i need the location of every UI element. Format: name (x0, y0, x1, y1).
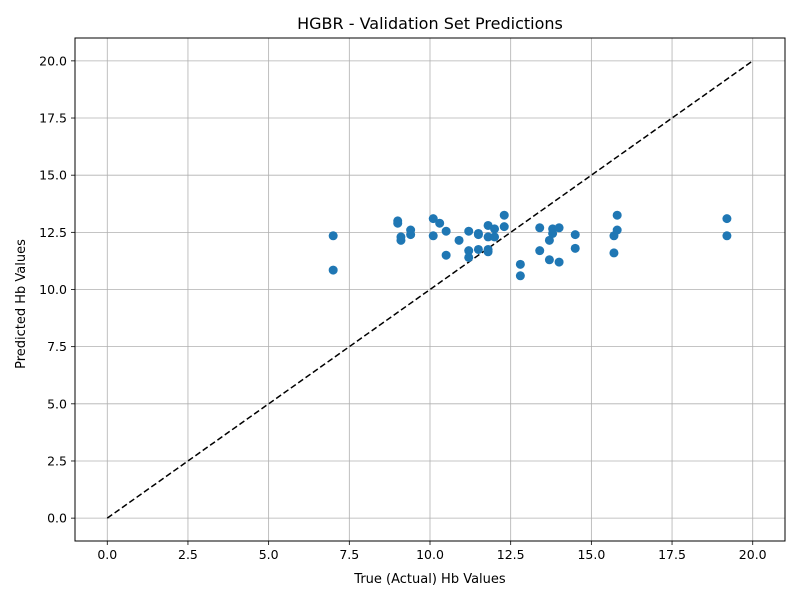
data-point-38 (570, 230, 580, 240)
x-tick-label-1: 2.5 (178, 547, 198, 562)
data-point-45 (722, 231, 732, 241)
data-point-24 (490, 224, 500, 234)
x-tick-label-6: 15.0 (577, 547, 605, 562)
data-point-32 (544, 235, 554, 245)
y-axis-ticks: 0.0 2.5 5.0 7.5 10.0 12.5 15.0 17.5 20.0 (39, 53, 75, 526)
data-point-13 (454, 235, 464, 245)
y-tick-label-3: 7.5 (47, 339, 67, 354)
data-point-43 (612, 225, 622, 235)
y-tick-label-4: 10.0 (39, 282, 67, 297)
grid-lines (75, 38, 785, 541)
x-tick-label-7: 17.5 (658, 547, 686, 562)
x-tick-label-8: 20.0 (739, 547, 767, 562)
identity-line (106, 60, 754, 519)
data-point-42 (612, 210, 622, 220)
data-point-8 (428, 214, 438, 224)
data-point-0 (328, 231, 338, 241)
data-point-9 (428, 231, 438, 241)
data-point-37 (554, 257, 564, 267)
data-point-33 (544, 255, 554, 265)
x-axis-ticks: 0.0 2.5 5.0 7.5 10.0 12.5 15.0 17.5 20.0 (97, 541, 767, 562)
y-tick-label-0: 0.0 (47, 511, 67, 526)
chart-title: HGBR - Validation Set Predictions (297, 14, 563, 33)
data-point-5 (396, 235, 406, 245)
data-point-7 (406, 230, 416, 240)
data-point-25 (490, 232, 500, 242)
data-point-39 (570, 243, 580, 253)
data-point-31 (535, 246, 545, 256)
x-axis-label: True (Actual) Hb Values (353, 572, 506, 587)
data-point-12 (441, 250, 451, 260)
data-points (328, 210, 732, 281)
data-point-35 (548, 228, 558, 238)
x-tick-label-3: 7.5 (339, 547, 359, 562)
data-point-23 (483, 247, 493, 257)
data-point-28 (515, 259, 525, 269)
y-tick-label-2: 5.0 (47, 396, 67, 411)
data-point-44 (722, 214, 732, 224)
data-point-16 (464, 252, 474, 262)
x-tick-label-4: 10.0 (416, 547, 444, 562)
y-tick-label-1: 2.5 (47, 453, 67, 468)
data-point-18 (473, 230, 483, 240)
y-axis-label: Predicted Hb Values (14, 239, 29, 369)
x-tick-label-0: 0.0 (97, 547, 117, 562)
data-point-1 (328, 265, 338, 275)
data-point-3 (393, 218, 403, 228)
x-tick-label-5: 12.5 (497, 547, 525, 562)
y-tick-label-7: 17.5 (39, 111, 67, 126)
data-point-41 (609, 248, 619, 258)
data-point-10 (435, 218, 445, 228)
y-tick-label-5: 12.5 (39, 225, 67, 240)
y-tick-label-8: 20.0 (39, 53, 67, 68)
data-point-30 (535, 223, 545, 233)
data-point-21 (483, 232, 493, 242)
data-point-14 (464, 226, 474, 236)
x-tick-label-2: 5.0 (259, 547, 279, 562)
reference-line (106, 60, 754, 519)
data-point-27 (499, 222, 509, 232)
data-point-11 (441, 226, 451, 236)
data-point-36 (554, 223, 564, 233)
data-point-19 (473, 244, 483, 254)
data-point-26 (499, 210, 509, 220)
data-point-29 (515, 271, 525, 281)
data-point-15 (464, 246, 474, 256)
y-tick-label-6: 15.0 (39, 168, 67, 183)
